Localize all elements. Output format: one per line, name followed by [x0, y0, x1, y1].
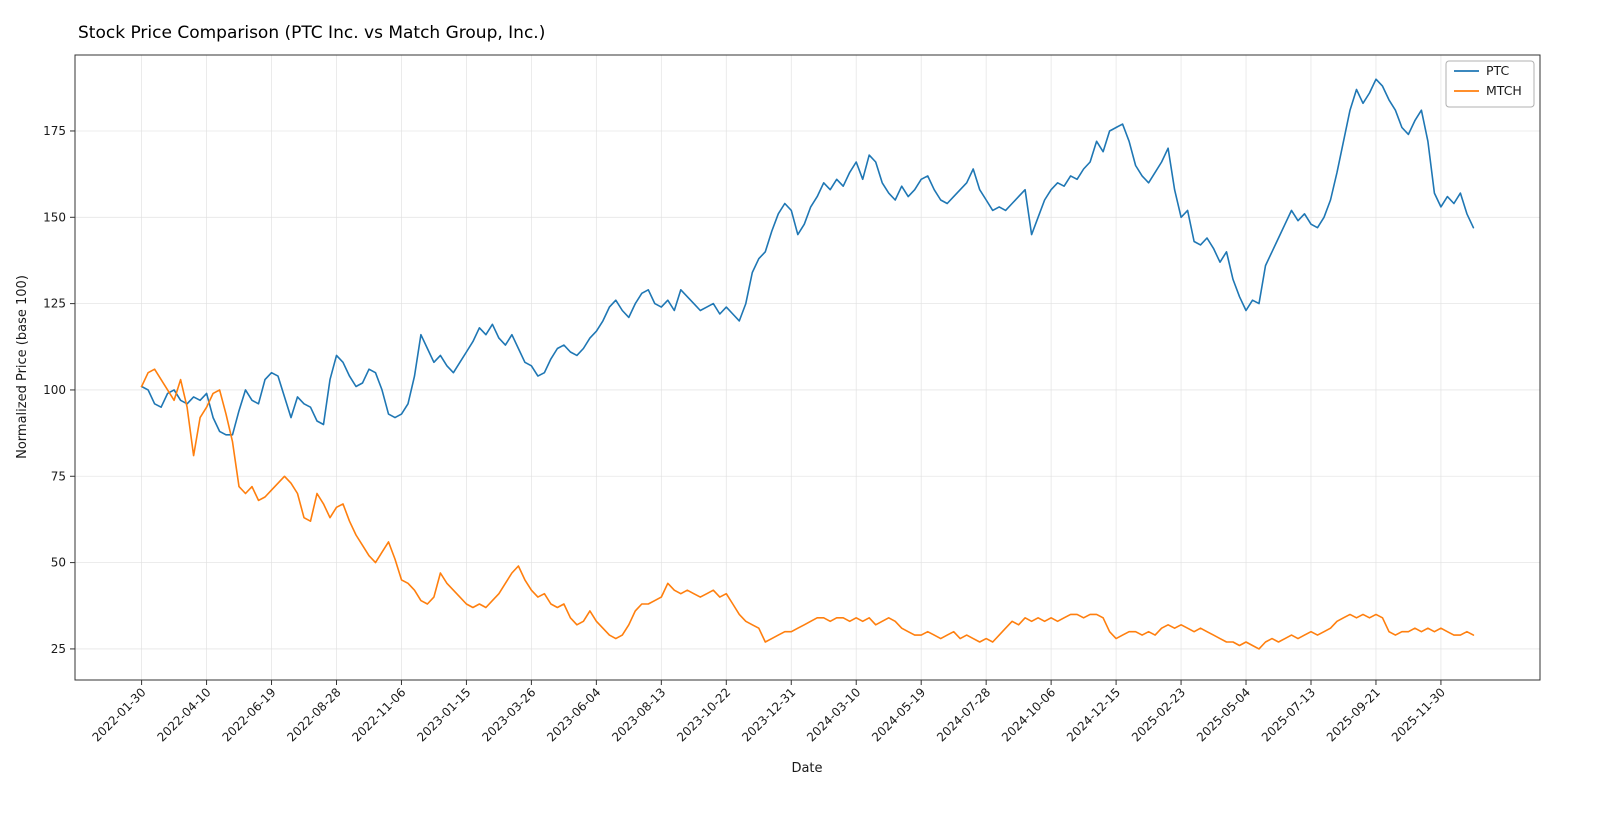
y-tick-label: 25 — [51, 642, 66, 656]
y-tick-label: 75 — [51, 469, 66, 483]
plot-frame — [74, 54, 1541, 681]
x-tick-label: 2023-12-31 — [739, 685, 798, 744]
x-tick-label: 2024-07-28 — [934, 685, 993, 744]
x-tick-label: 2022-08-28 — [284, 685, 343, 744]
y-tick-label: 100 — [43, 383, 66, 397]
x-tick-label: 2022-06-19 — [219, 685, 278, 744]
x-axis-label: Date — [791, 761, 822, 776]
legend-label-ptc: PTC — [1486, 63, 1509, 78]
x-tick-label: 2025-11-30 — [1389, 685, 1448, 744]
x-tick-label: 2023-03-26 — [479, 685, 538, 744]
series-line-ptc — [140, 78, 1475, 436]
x-axis-ticks: 2022-01-30 2022-04-10 2022-06-19 2022-08-28… — [89, 680, 1448, 744]
x-tick-label: 2022-04-10 — [154, 685, 213, 744]
x-tick-label: 2023-10-22 — [674, 685, 733, 744]
chart-title: Stock Price Comparison (PTC Inc. vs Matc… — [78, 23, 545, 43]
y-tick-label: 175 — [43, 124, 66, 138]
x-tick-label: 2024-05-19 — [869, 685, 928, 744]
y-tick-label: 150 — [43, 210, 66, 224]
legend: PTC MTCH — [1445, 60, 1535, 108]
y-tick-label: 125 — [43, 297, 66, 311]
x-tick-label: 2025-07-13 — [1259, 685, 1318, 744]
x-tick-label: 2022-11-06 — [349, 685, 408, 744]
x-tick-label: 2023-06-04 — [544, 685, 603, 744]
legend-box — [1445, 60, 1535, 108]
series-lines — [140, 78, 1475, 650]
x-tick-label: 2025-02-23 — [1129, 685, 1188, 744]
x-tick-label: 2022-01-30 — [89, 685, 148, 744]
y-tick-label: 50 — [51, 556, 66, 570]
legend-label-mtch: MTCH — [1486, 83, 1522, 98]
x-tick-label: 2024-03-10 — [804, 685, 863, 744]
x-tick-label: 2024-10-06 — [999, 685, 1058, 744]
x-tick-label: 2023-01-15 — [414, 685, 473, 744]
x-tick-label: 2025-09-21 — [1324, 685, 1383, 744]
y-axis-ticks: 25 50 75 100 125 150 175 — [43, 124, 75, 656]
x-tick-label: 2024-12-15 — [1064, 685, 1123, 744]
series-line-mtch — [140, 368, 1475, 650]
x-tick-label: 2025-05-04 — [1194, 685, 1253, 744]
gridlines — [75, 55, 1540, 680]
x-tick-label: 2023-08-13 — [609, 685, 668, 744]
y-axis-label: Normalized Price (base 100) — [15, 275, 30, 459]
